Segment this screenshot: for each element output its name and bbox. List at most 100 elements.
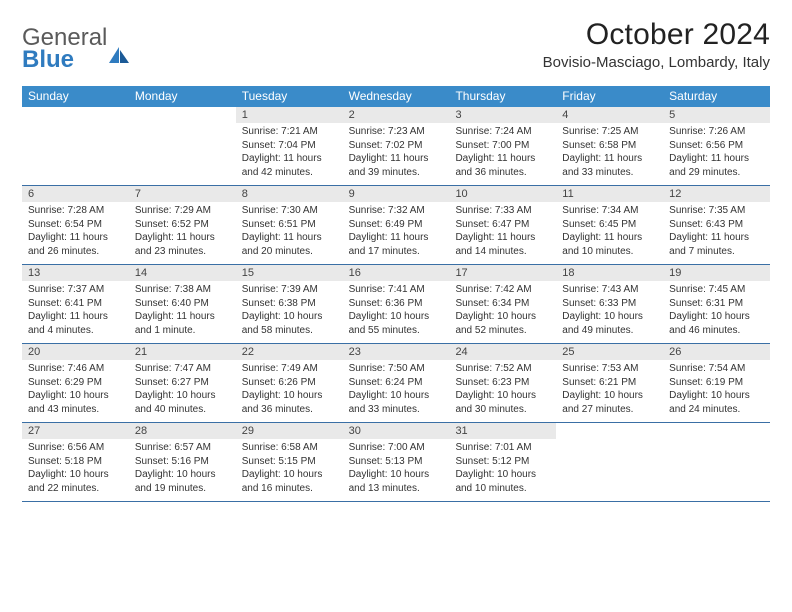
sunrise: Sunrise: 7:47 AM xyxy=(135,362,230,376)
day-body: Sunrise: 7:47 AMSunset: 6:27 PMDaylight:… xyxy=(129,360,236,420)
day-body: Sunrise: 7:30 AMSunset: 6:51 PMDaylight:… xyxy=(236,202,343,262)
calendar: SundayMondayTuesdayWednesdayThursdayFrid… xyxy=(22,86,770,502)
daylight: Daylight: 10 hours and 10 minutes. xyxy=(455,468,550,495)
sunrise: Sunrise: 7:26 AM xyxy=(669,125,764,139)
sunset: Sunset: 6:41 PM xyxy=(28,297,123,311)
day-of-week-header: SundayMondayTuesdayWednesdayThursdayFrid… xyxy=(22,86,770,107)
day-body: Sunrise: 7:46 AMSunset: 6:29 PMDaylight:… xyxy=(22,360,129,420)
day-number: 14 xyxy=(129,265,236,281)
daylight: Daylight: 10 hours and 13 minutes. xyxy=(349,468,444,495)
sunset: Sunset: 6:23 PM xyxy=(455,376,550,390)
day-number: 18 xyxy=(556,265,663,281)
logo-sail-icon xyxy=(109,47,129,63)
sunset: Sunset: 6:19 PM xyxy=(669,376,764,390)
empty-cell xyxy=(22,107,129,185)
sunset: Sunset: 5:15 PM xyxy=(242,455,337,469)
day-body: Sunrise: 6:57 AMSunset: 5:16 PMDaylight:… xyxy=(129,439,236,499)
daylight: Daylight: 11 hours and 36 minutes. xyxy=(455,152,550,179)
sunset: Sunset: 5:13 PM xyxy=(349,455,444,469)
day-14: 14Sunrise: 7:38 AMSunset: 6:40 PMDayligh… xyxy=(129,265,236,343)
day-3: 3Sunrise: 7:24 AMSunset: 7:00 PMDaylight… xyxy=(449,107,556,185)
sunrise: Sunrise: 7:35 AM xyxy=(669,204,764,218)
day-number: 23 xyxy=(343,344,450,360)
dow-sunday: Sunday xyxy=(22,86,129,107)
day-number: 11 xyxy=(556,186,663,202)
day-number: 30 xyxy=(343,423,450,439)
week-row: 13Sunrise: 7:37 AMSunset: 6:41 PMDayligh… xyxy=(22,265,770,344)
day-body: Sunrise: 7:45 AMSunset: 6:31 PMDaylight:… xyxy=(663,281,770,341)
dow-thursday: Thursday xyxy=(449,86,556,107)
day-number: 19 xyxy=(663,265,770,281)
day-body: Sunrise: 7:26 AMSunset: 6:56 PMDaylight:… xyxy=(663,123,770,183)
header: General Blue October 2024 Bovisio-Mascia… xyxy=(22,18,770,80)
daylight: Daylight: 10 hours and 40 minutes. xyxy=(135,389,230,416)
logo-text-blue: Blue xyxy=(22,46,74,73)
daylight: Daylight: 10 hours and 46 minutes. xyxy=(669,310,764,337)
sunrise: Sunrise: 7:30 AM xyxy=(242,204,337,218)
sunrise: Sunrise: 7:42 AM xyxy=(455,283,550,297)
sunrise: Sunrise: 7:34 AM xyxy=(562,204,657,218)
day-22: 22Sunrise: 7:49 AMSunset: 6:26 PMDayligh… xyxy=(236,344,343,422)
sunset: Sunset: 6:34 PM xyxy=(455,297,550,311)
sunrise: Sunrise: 7:52 AM xyxy=(455,362,550,376)
day-body: Sunrise: 7:52 AMSunset: 6:23 PMDaylight:… xyxy=(449,360,556,420)
day-number: 13 xyxy=(22,265,129,281)
day-body: Sunrise: 7:39 AMSunset: 6:38 PMDaylight:… xyxy=(236,281,343,341)
daylight: Daylight: 10 hours and 52 minutes. xyxy=(455,310,550,337)
sunrise: Sunrise: 7:00 AM xyxy=(349,441,444,455)
daylight: Daylight: 11 hours and 1 minute. xyxy=(135,310,230,337)
day-8: 8Sunrise: 7:30 AMSunset: 6:51 PMDaylight… xyxy=(236,186,343,264)
day-body: Sunrise: 7:29 AMSunset: 6:52 PMDaylight:… xyxy=(129,202,236,262)
sunrise: Sunrise: 7:21 AM xyxy=(242,125,337,139)
sunrise: Sunrise: 7:29 AM xyxy=(135,204,230,218)
day-27: 27Sunrise: 6:56 AMSunset: 5:18 PMDayligh… xyxy=(22,423,129,501)
sunrise: Sunrise: 7:28 AM xyxy=(28,204,123,218)
sunset: Sunset: 6:21 PM xyxy=(562,376,657,390)
day-5: 5Sunrise: 7:26 AMSunset: 6:56 PMDaylight… xyxy=(663,107,770,185)
daylight: Daylight: 10 hours and 27 minutes. xyxy=(562,389,657,416)
day-number: 25 xyxy=(556,344,663,360)
daylight: Daylight: 10 hours and 16 minutes. xyxy=(242,468,337,495)
daylight: Daylight: 10 hours and 30 minutes. xyxy=(455,389,550,416)
day-30: 30 Sunrise: 7:00 AMSunset: 5:13 PMDayligh… xyxy=(343,423,450,501)
day-body: Sunrise: 7:25 AMSunset: 6:58 PMDaylight:… xyxy=(556,123,663,183)
day-number: 8 xyxy=(236,186,343,202)
day-number: 21 xyxy=(129,344,236,360)
day-number: 15 xyxy=(236,265,343,281)
day-number: 9 xyxy=(343,186,450,202)
sunrise: Sunrise: 6:56 AM xyxy=(28,441,123,455)
daylight: Daylight: 11 hours and 29 minutes. xyxy=(669,152,764,179)
day-body: Sunrise: 7:33 AMSunset: 6:47 PMDaylight:… xyxy=(449,202,556,262)
day-29: 29Sunrise: 6:58 AMSunset: 5:15 PMDayligh… xyxy=(236,423,343,501)
sunset: Sunset: 6:56 PM xyxy=(669,139,764,153)
day-18: 18Sunrise: 7:43 AMSunset: 6:33 PMDayligh… xyxy=(556,265,663,343)
day-15: 15Sunrise: 7:39 AMSunset: 6:38 PMDayligh… xyxy=(236,265,343,343)
sunset: Sunset: 7:00 PM xyxy=(455,139,550,153)
sunset: Sunset: 5:12 PM xyxy=(455,455,550,469)
sunrise: Sunrise: 7:01 AM xyxy=(455,441,550,455)
day-24: 24Sunrise: 7:52 AMSunset: 6:23 PMDayligh… xyxy=(449,344,556,422)
dow-friday: Friday xyxy=(556,86,663,107)
day-number: 7 xyxy=(129,186,236,202)
empty-cell xyxy=(129,107,236,185)
day-17: 17Sunrise: 7:42 AMSunset: 6:34 PMDayligh… xyxy=(449,265,556,343)
day-number: 10 xyxy=(449,186,556,202)
day-body: Sunrise: 7:49 AMSunset: 6:26 PMDaylight:… xyxy=(236,360,343,420)
day-number: 2 xyxy=(343,107,450,123)
day-body: Sunrise: 7:23 AMSunset: 7:02 PMDaylight:… xyxy=(343,123,450,183)
day-11: 11Sunrise: 7:34 AMSunset: 6:45 PMDayligh… xyxy=(556,186,663,264)
day-number: 6 xyxy=(22,186,129,202)
sunrise: Sunrise: 7:24 AM xyxy=(455,125,550,139)
location: Bovisio-Masciago, Lombardy, Italy xyxy=(543,54,770,71)
day-body: Sunrise: 7:54 AMSunset: 6:19 PMDaylight:… xyxy=(663,360,770,420)
day-number: 4 xyxy=(556,107,663,123)
sunrise: Sunrise: 7:39 AM xyxy=(242,283,337,297)
logo: General Blue xyxy=(22,18,129,80)
day-number: 31 xyxy=(449,423,556,439)
sunrise: Sunrise: 7:45 AM xyxy=(669,283,764,297)
day-16: 16Sunrise: 7:41 AMSunset: 6:36 PMDayligh… xyxy=(343,265,450,343)
daylight: Daylight: 11 hours and 20 minutes. xyxy=(242,231,337,258)
day-number: 16 xyxy=(343,265,450,281)
day-19: 19Sunrise: 7:45 AMSunset: 6:31 PMDayligh… xyxy=(663,265,770,343)
sunset: Sunset: 5:18 PM xyxy=(28,455,123,469)
